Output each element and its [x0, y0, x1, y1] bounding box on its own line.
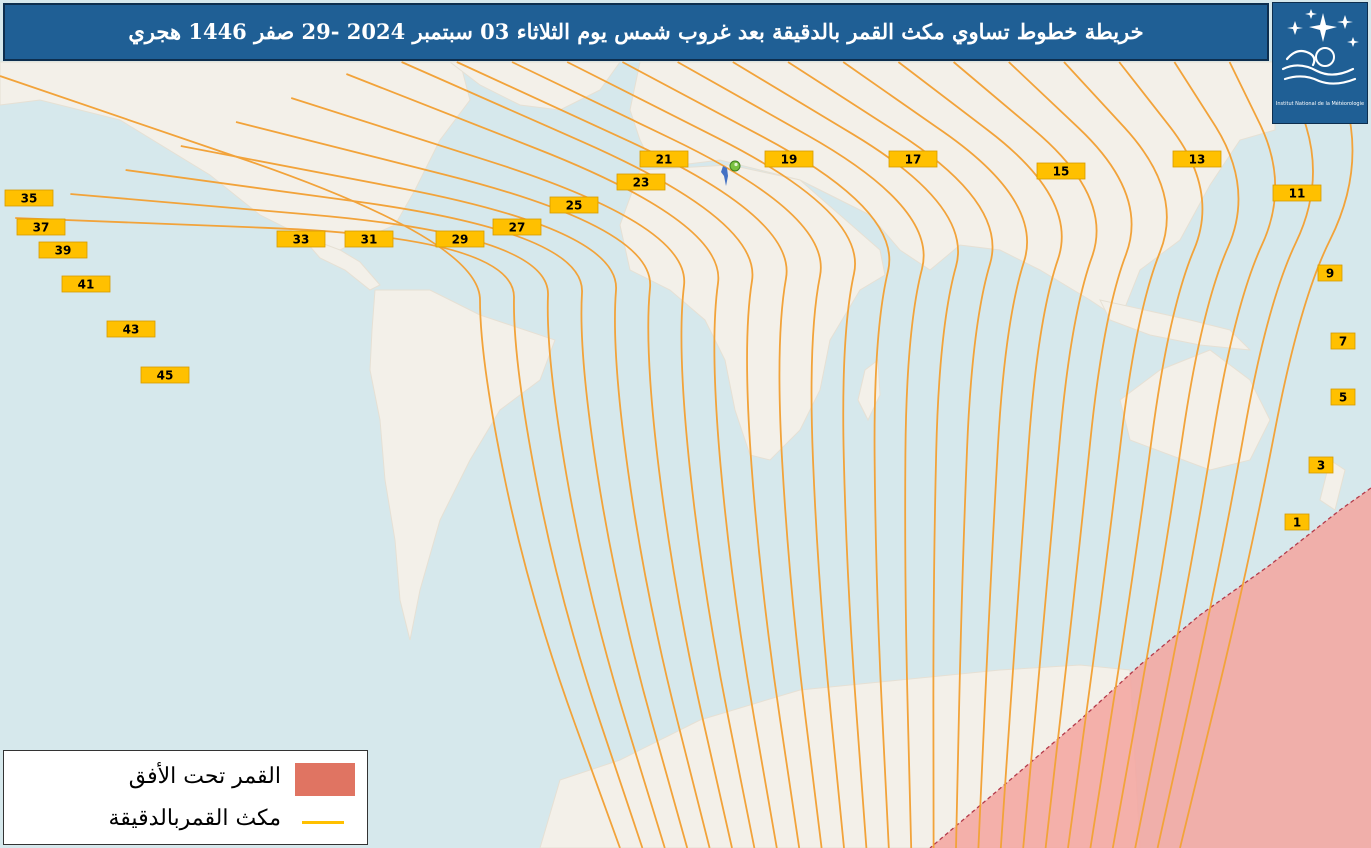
- page-title: خريطة خطوط تساوي مكث القمر بالدقيقة بعد …: [128, 19, 1144, 44]
- contour-label-35: 35: [4, 189, 54, 207]
- contour-label-13: 13: [1172, 150, 1222, 168]
- contour-line: [897, 61, 1063, 848]
- inm-logo: Institut National de la Météorologie: [1272, 2, 1368, 124]
- contour-line: [15, 217, 644, 848]
- contour-label-text: 35: [21, 192, 38, 206]
- contour-label-text: 15: [1053, 165, 1070, 179]
- contour-label-27: 27: [492, 218, 542, 236]
- location-pin-icon[interactable]: [721, 160, 741, 186]
- contour-line: [1089, 61, 1204, 848]
- contour-label-text: 19: [781, 153, 798, 167]
- contour-label-text: 29: [452, 233, 469, 247]
- contour-label-43: 43: [106, 320, 156, 338]
- contour-label-5: 5: [1330, 388, 1356, 406]
- contour-label-text: 9: [1326, 267, 1334, 281]
- contour-label-text: 3: [1317, 459, 1325, 473]
- contour-label-text: 25: [566, 199, 583, 213]
- contour-label-text: 31: [361, 233, 378, 247]
- contour-label-text: 17: [905, 153, 922, 167]
- land-new-zealand: [1319, 459, 1346, 511]
- legend-row-moonset-lag: مكث القمربالدقيقة: [4, 799, 367, 839]
- contour-label-11: 11: [1272, 184, 1322, 202]
- horizon-boundary-line: [929, 487, 1371, 848]
- below-horizon-swatch: [295, 763, 355, 796]
- contour-label-text: 39: [55, 244, 72, 258]
- contour-labels: 1357911131517192123252729313335373941434…: [4, 150, 1356, 531]
- contour-label-21: 21: [639, 150, 689, 168]
- contour-label-33: 33: [276, 230, 326, 248]
- contour-line: [180, 145, 711, 848]
- contour-label-9: 9: [1317, 264, 1343, 282]
- legend-row-below-horizon: القمر تحت الأفق: [4, 757, 367, 797]
- contour-label-15: 15: [1036, 162, 1086, 180]
- contour-line: [787, 61, 994, 848]
- land-south-america: [369, 289, 556, 641]
- contour-label-7: 7: [1330, 332, 1356, 350]
- contour-line: [1134, 61, 1277, 848]
- contour-line: [566, 61, 868, 848]
- contour-label-text: 27: [509, 221, 526, 235]
- contour-line: [401, 61, 801, 848]
- contour-label-text: 33: [293, 233, 310, 247]
- contour-line: [732, 61, 959, 848]
- moon-below-horizon-region: [930, 488, 1371, 848]
- map-legend: القمر تحت الأفق مكث القمربالدقيقة: [3, 750, 368, 845]
- contour-label-1: 1: [1284, 513, 1310, 531]
- contour-line: [842, 61, 1028, 848]
- contour-line: [1111, 61, 1240, 848]
- below-horizon-label: القمر تحت الأفق: [128, 764, 281, 789]
- contour-label-text: 13: [1189, 153, 1206, 167]
- contour-label-45: 45: [140, 366, 190, 384]
- contour-label-text: 11: [1289, 187, 1306, 201]
- contour-line: [346, 73, 778, 848]
- contour-label-31: 31: [344, 230, 394, 248]
- contour-label-39: 39: [38, 241, 88, 259]
- contour-line: [621, 61, 891, 848]
- contour-line: [70, 193, 666, 848]
- contour-label-41: 41: [61, 275, 111, 293]
- contour-line: [290, 97, 756, 848]
- contour-label-text: 37: [33, 221, 50, 235]
- contour-label-17: 17: [888, 150, 938, 168]
- contour-label-3: 3: [1308, 456, 1334, 474]
- contour-label-text: 23: [633, 176, 650, 190]
- land-central-america: [299, 234, 381, 291]
- land-africa: [619, 164, 886, 461]
- contour-line: [1008, 61, 1133, 848]
- contour-label-text: 45: [157, 369, 174, 383]
- title-bar: خريطة خطوط تساوي مكث القمر بالدقيقة بعد …: [3, 3, 1269, 61]
- contour-label-29: 29: [435, 230, 485, 248]
- contour-line: [677, 61, 925, 848]
- inm-logo-icon: [1281, 9, 1359, 85]
- contour-label-text: 21: [656, 153, 673, 167]
- moonset-lag-swatch: [302, 821, 344, 824]
- contour-label-text: 41: [78, 278, 95, 292]
- contour-label-23: 23: [616, 173, 666, 191]
- contour-line: [1063, 61, 1168, 848]
- contour-label-text: 1: [1293, 516, 1301, 530]
- contour-label-25: 25: [549, 196, 599, 214]
- contour-label-19: 19: [764, 150, 814, 168]
- contour-line: [125, 169, 689, 848]
- contour-line: [953, 61, 1098, 848]
- contour-label-text: 5: [1339, 391, 1347, 405]
- moonset-lag-label: مكث القمربالدقيقة: [108, 806, 282, 831]
- land-southeast-asia: [1099, 299, 1252, 351]
- contour-line: [0, 75, 621, 848]
- contour-label-37: 37: [16, 218, 66, 236]
- contour-line: [235, 121, 733, 848]
- contour-line: [511, 61, 845, 848]
- contour-label-text: 7: [1339, 335, 1347, 349]
- logo-caption: Institut National de la Météorologie: [1275, 101, 1365, 107]
- contour-label-text: 43: [123, 323, 140, 337]
- contour-line: [456, 61, 823, 848]
